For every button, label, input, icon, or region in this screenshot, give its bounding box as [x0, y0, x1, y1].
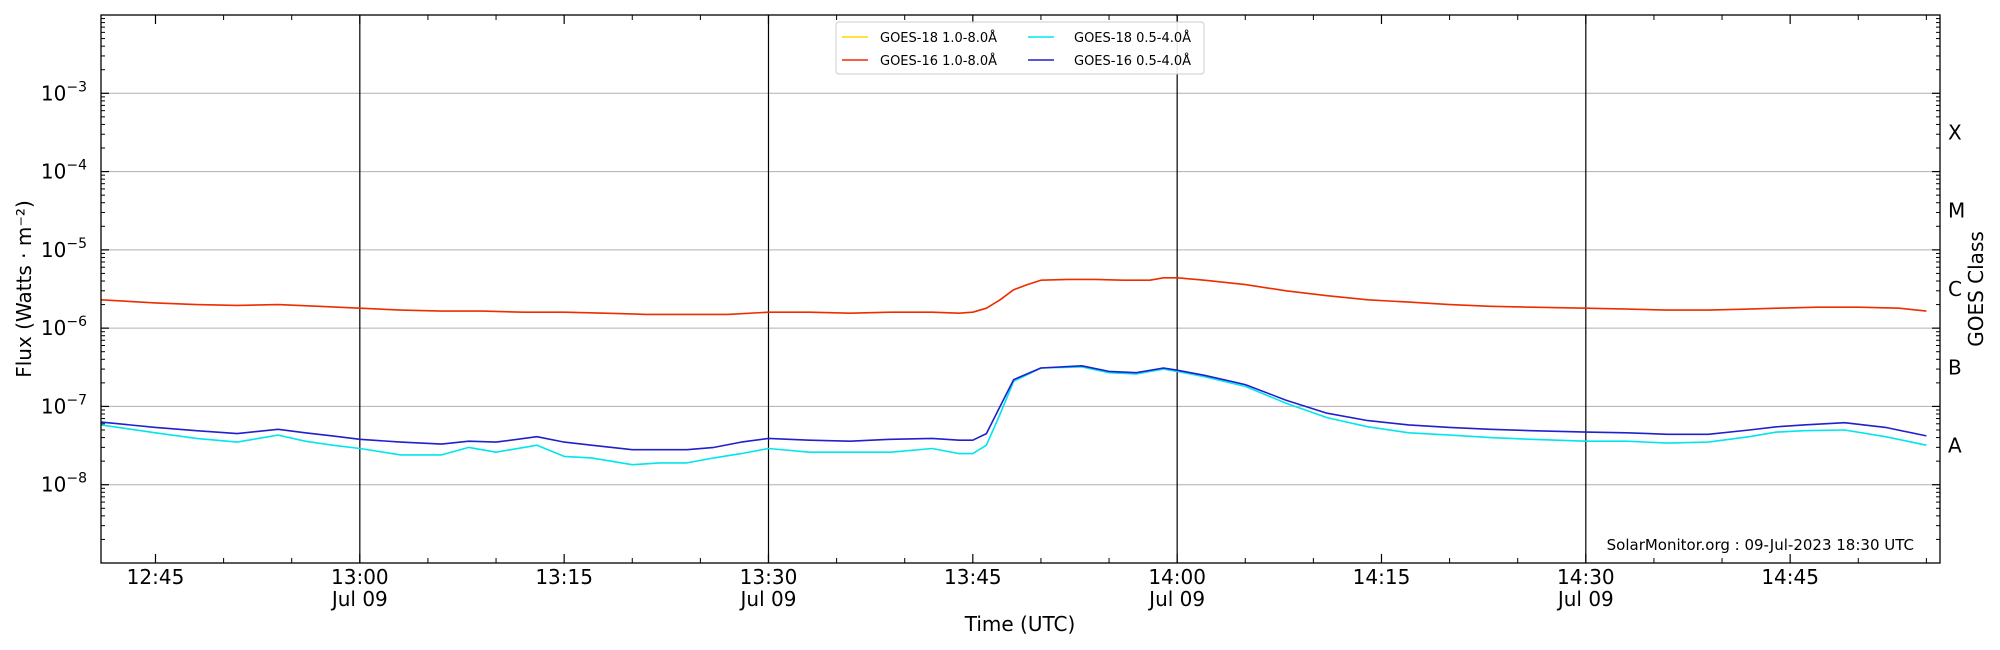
series-line-2 — [100, 276, 1927, 316]
series-line-3 — [100, 364, 1927, 451]
legend-box — [835, 21, 1205, 75]
goes-class-label: C — [1948, 277, 1962, 301]
legend-label-goes18-short: GOES-18 0.5-4.0Å — [1074, 30, 1191, 46]
goes-class-label: X — [1948, 120, 1962, 144]
day-marker-lines — [359, 15, 1587, 563]
legend-label-goes16-long: GOES-16 1.0-8.0Å — [880, 53, 997, 69]
x-tick-label: 13:15 — [535, 565, 593, 589]
x-tick-date-label: Jul 09 — [330, 587, 388, 611]
goes-class-label: B — [1948, 355, 1962, 379]
x-tick-label: 13:00 — [331, 565, 389, 589]
y-axis-title: Flux (Watts · m⁻²) — [12, 200, 36, 378]
x-tick-date-label: Jul 09 — [1147, 587, 1205, 611]
x-tick-label: 13:30 — [740, 565, 798, 589]
x-tick-label: 14:15 — [1353, 565, 1411, 589]
x-tick-label: 14:45 — [1761, 565, 1819, 589]
goes-class-axis-title: GOES Class — [1964, 231, 1988, 347]
plot-frame — [100, 14, 1941, 564]
y-tick-label: 10−5 — [41, 236, 87, 262]
goes-class-label: A — [1948, 434, 1962, 458]
grid-layer — [101, 92, 1940, 486]
legend-label-goes16-short: GOES-16 0.5-4.0Å — [1074, 53, 1191, 69]
y-tick-label: 10−3 — [41, 79, 87, 105]
y-tick-label: 10−8 — [41, 471, 87, 497]
x-tick-label: 14:30 — [1557, 565, 1615, 589]
goes-class-label: M — [1948, 199, 1965, 223]
legend: GOES-18 1.0-8.0Å GOES-18 0.5-4.0Å GOES-1… — [835, 21, 1205, 75]
x-tick-label: 12:45 — [127, 565, 185, 589]
y-tick-label: 10−4 — [41, 158, 87, 184]
series-line-1 — [100, 366, 1927, 466]
legend-label-goes18-long: GOES-18 1.0-8.0Å — [880, 30, 997, 46]
tick-layer — [101, 15, 1940, 563]
x-tick-date-label: Jul 09 — [739, 587, 797, 611]
y-tick-label: 10−7 — [41, 392, 87, 418]
x-tick-date-label: Jul 09 — [1556, 587, 1614, 611]
credit-text: SolarMonitor.org : 09-Jul-2023 18:30 UTC — [1607, 536, 1914, 554]
series-layer — [100, 276, 1927, 466]
x-tick-label: 13:45 — [944, 565, 1002, 589]
x-tick-label: 14:00 — [1148, 565, 1206, 589]
y-tick-label: 10−6 — [41, 314, 87, 340]
x-axis-title: Time (UTC) — [964, 612, 1076, 636]
